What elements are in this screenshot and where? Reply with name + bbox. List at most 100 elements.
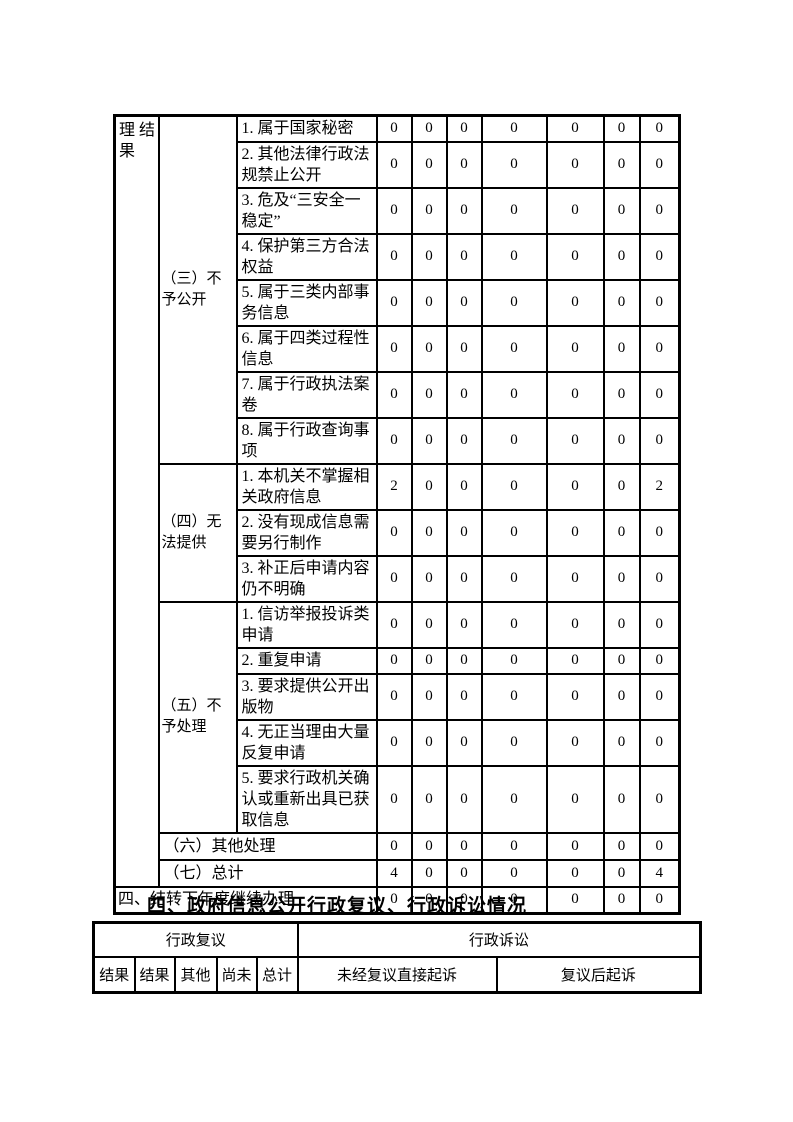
table-row: （七）总计 4 0 0 0 0 0 4: [115, 858, 681, 888]
value-cell: 4: [375, 858, 413, 888]
value-cell: 0: [410, 140, 448, 189]
other-processing-label: （六）其他处理: [157, 831, 378, 861]
value-cell: 0: [545, 278, 605, 327]
value-cell: 0: [602, 114, 641, 143]
value-cell: 0: [445, 764, 483, 834]
table-row: （六）其他处理 0 0 0 0 0 0 0: [115, 831, 681, 861]
value-cell: 0: [602, 600, 641, 649]
value-cell: 0: [410, 764, 448, 834]
value-cell: 2: [375, 462, 413, 511]
value-cell: 0: [545, 764, 605, 834]
value-cell: 0: [638, 140, 681, 189]
value-cell: 0: [410, 278, 448, 327]
value-cell: 0: [480, 324, 548, 373]
value-cell: 0: [545, 186, 605, 235]
row-label: 2. 其他法律行政法规禁止公开: [235, 140, 378, 189]
value-cell: 4: [638, 858, 681, 888]
value-cell: 2: [638, 462, 681, 511]
value-cell: 0: [375, 232, 413, 281]
value-cell: 0: [480, 672, 548, 721]
subheader-cell: 尚未: [215, 955, 258, 994]
value-cell: 0: [638, 885, 681, 915]
table-row: 8. 属于行政查询事项 0 0 0 0 0 0 0: [115, 416, 681, 465]
value-cell: 0: [410, 508, 448, 557]
value-cell: 0: [410, 600, 448, 649]
value-cell: 0: [445, 278, 483, 327]
value-cell: 0: [410, 885, 448, 915]
value-cell: 0: [445, 885, 483, 915]
value-cell: 0: [445, 186, 483, 235]
disposal-results-table: 理 结果 （三）不予公开 1. 属于国家秘密 0 0 0 0 0 0 0 2. …: [113, 114, 681, 915]
value-cell: 0: [480, 764, 548, 834]
value-cell: 0: [602, 232, 641, 281]
value-cell: 0: [410, 324, 448, 373]
table-row: 4. 无正当理由大量反复申请 0 0 0 0 0 0 0: [115, 718, 681, 767]
value-cell: 0: [545, 370, 605, 419]
value-cell: 0: [480, 114, 548, 143]
value-cell: 0: [602, 831, 641, 861]
value-cell: 0: [602, 858, 641, 888]
value-cell: 0: [480, 278, 548, 327]
value-cell: 0: [638, 324, 681, 373]
value-cell: 0: [445, 232, 483, 281]
group-label-no-processing: （五）不予处理: [157, 600, 238, 834]
value-cell: 0: [410, 114, 448, 143]
value-cell: 0: [445, 554, 483, 603]
value-cell: 0: [375, 554, 413, 603]
value-cell: 0: [480, 416, 548, 465]
value-cell: 0: [445, 718, 483, 767]
value-cell: 0: [375, 764, 413, 834]
value-cell: 0: [602, 324, 641, 373]
table-row: 5. 属于三类内部事务信息 0 0 0 0 0 0 0: [115, 278, 681, 327]
value-cell: 0: [480, 600, 548, 649]
value-cell: 0: [638, 370, 681, 419]
value-cell: 0: [410, 232, 448, 281]
value-cell: 0: [638, 278, 681, 327]
value-cell: 0: [375, 186, 413, 235]
administrative-litigation-header: 行政诉讼: [296, 921, 702, 958]
value-cell: 0: [545, 508, 605, 557]
table-row: 2. 没有现成信息需要另行制作 0 0 0 0 0 0 0: [115, 508, 681, 557]
value-cell: 0: [480, 858, 548, 888]
administrative-review-header: 行政复议: [92, 921, 299, 958]
value-cell: 0: [410, 554, 448, 603]
value-cell: 0: [480, 186, 548, 235]
value-cell: 0: [410, 416, 448, 465]
table-row: （四）无法提供 1. 本机关不掌握相关政府信息 2 0 0 0 0 0 2: [115, 462, 681, 603]
value-cell: 0: [602, 508, 641, 557]
row-label: 2. 重复申请: [235, 646, 378, 675]
value-cell: 0: [375, 278, 413, 327]
value-cell: 0: [375, 831, 413, 861]
table-row: 6. 属于四类过程性信息 0 0 0 0 0 0 0: [115, 324, 681, 373]
value-cell: 0: [410, 646, 448, 675]
value-cell: 0: [638, 232, 681, 281]
subheader-cell: 总计: [255, 955, 299, 994]
value-cell: 0: [375, 600, 413, 649]
value-cell: 0: [410, 186, 448, 235]
subheader-cell: 复议后起诉: [495, 955, 702, 994]
value-cell: 0: [545, 232, 605, 281]
value-cell: 0: [445, 858, 483, 888]
value-cell: 0: [480, 370, 548, 419]
value-cell: 0: [480, 554, 548, 603]
value-cell: 0: [375, 646, 413, 675]
value-cell: 0: [602, 718, 641, 767]
value-cell: 0: [445, 600, 483, 649]
row-label: 5. 属于三类内部事务信息: [235, 278, 378, 327]
review-litigation-table: 行政复议 行政诉讼 结果 结果 其他 尚未 总计 未经复议直接起诉 复议后起诉: [92, 921, 703, 994]
table-row: 3. 危及“三安全一稳定” 0 0 0 0 0 0 0: [115, 186, 681, 235]
carryover-label: 四、结转下年度继续办理: [113, 885, 378, 915]
table-row: 3. 补正后申请内容仍不明确 0 0 0 0 0 0 0: [115, 554, 681, 603]
group-label-no-disclosure: （三）不予公开: [157, 114, 238, 465]
value-cell: 0: [410, 370, 448, 419]
value-cell: 0: [445, 114, 483, 143]
value-cell: 0: [480, 646, 548, 675]
value-cell: 0: [480, 140, 548, 189]
row-label: 6. 属于四类过程性信息: [235, 324, 378, 373]
value-cell: 0: [375, 508, 413, 557]
row-label: 1. 信访举报投诉类申请: [235, 600, 378, 649]
subheader-cell: 结果: [133, 955, 176, 994]
subheader-cell: 结果: [92, 955, 136, 994]
value-cell: 0: [602, 672, 641, 721]
row-label: 5. 要求行政机关确认或重新出具已获取信息: [235, 764, 378, 834]
